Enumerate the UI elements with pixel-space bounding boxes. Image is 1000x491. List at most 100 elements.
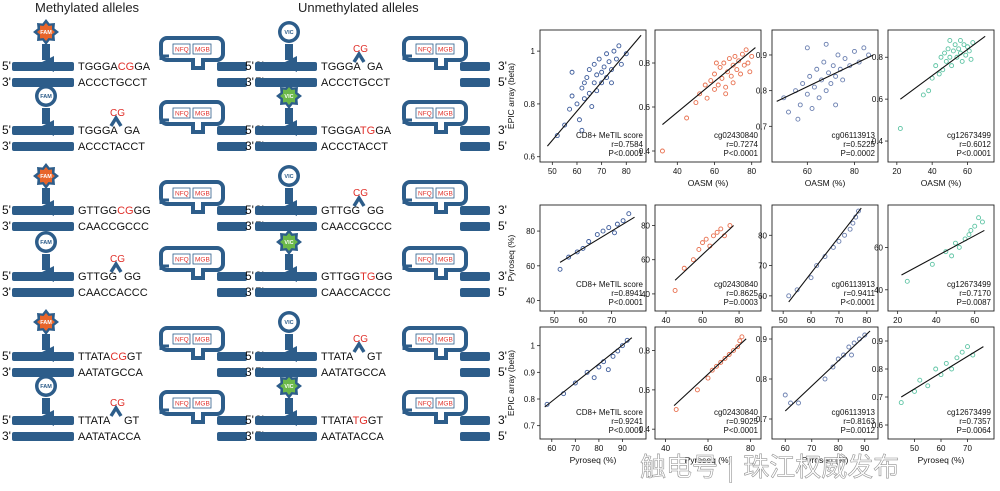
five-prime-label-right: 5' — [498, 285, 507, 299]
scatter-plot-7: 50 60 70 80 60 70 80 cg06113913r=0.9411P<0.0001… — [758, 204, 879, 337]
three-prime-label: 3' — [2, 139, 11, 153]
data-point — [700, 240, 705, 246]
template-strand-bottom — [255, 288, 317, 297]
cg-site-label: CG — [353, 334, 368, 345]
data-point — [574, 249, 580, 255]
y-tick-label: 0.6 — [872, 421, 884, 430]
stat-annotation: r=0.8163 — [843, 417, 875, 426]
y-tick-label: 0.8 — [872, 365, 884, 374]
data-point — [830, 63, 836, 69]
probe-arrow — [38, 410, 54, 426]
quencher-box — [402, 390, 468, 424]
data-point — [828, 81, 834, 86]
five-prime-label: 5' — [245, 413, 254, 427]
probe-backbone — [402, 344, 412, 350]
three-prime-label-right: 3' — [498, 269, 507, 283]
stat-annotation: P=0.0002 — [841, 149, 876, 158]
probe-sequence-left: TGGGA — [321, 61, 361, 73]
template-strand-top-right — [460, 272, 490, 281]
probe-stem — [285, 108, 293, 124]
quencher-box — [402, 100, 468, 134]
template-strand-bottom — [12, 432, 74, 441]
probe-arrow — [38, 266, 54, 282]
mgb-tag — [435, 187, 455, 199]
stat-annotation: cg06113913 — [832, 131, 876, 140]
stat-annotation: P=0.0064 — [957, 426, 992, 435]
data-point — [936, 71, 942, 77]
nfq-label: NFQ — [175, 401, 189, 408]
data-point — [574, 101, 580, 107]
x-tick-label: 40 — [673, 167, 682, 176]
y-tick-label: 0.6 — [524, 153, 536, 162]
data-point — [711, 233, 716, 239]
fam-dye: FAM — [33, 163, 59, 189]
data-point — [949, 253, 955, 259]
target-sequence: CAACCGCCC — [321, 221, 392, 233]
probe-arrow — [281, 200, 297, 216]
mgb-label: MGB — [195, 257, 210, 264]
three-prime-label: 3' — [245, 285, 254, 299]
data-point — [620, 218, 626, 224]
regression-line — [901, 229, 985, 276]
nfq-label: NFQ — [175, 111, 189, 118]
five-prime-label: 5' — [245, 349, 254, 363]
data-point — [945, 46, 951, 52]
target-sequence: ACCCTACCT — [321, 141, 388, 153]
probe-backbone — [402, 198, 412, 204]
probe-row-1: 5'3'3'5'FAMNFQMGBTGGGACGGAACCCTGCCT5'3'3… — [2, 19, 507, 153]
data-point — [963, 52, 969, 58]
mismatch-bulge — [109, 260, 123, 273]
probe-arrow — [38, 56, 54, 72]
data-point — [800, 81, 806, 86]
x-tick-label: 60 — [781, 444, 790, 453]
x-tick-label: 70 — [963, 444, 972, 453]
template-strand-top-right — [460, 126, 490, 135]
stat-annotation: P<0.0001 — [609, 149, 644, 158]
data-point — [808, 275, 814, 281]
data-point — [739, 51, 745, 57]
data-point — [717, 64, 723, 70]
plot-frame — [654, 204, 762, 312]
data-point — [976, 215, 982, 221]
probe-backbone — [159, 118, 169, 124]
target-sequence: CAACCACCC — [78, 287, 148, 299]
data-point — [782, 392, 788, 398]
y-tick-label: 0.4 — [639, 425, 651, 434]
data-point — [581, 80, 587, 86]
data-point — [856, 208, 861, 214]
x-tick-label: 50 — [910, 444, 919, 453]
data-point — [589, 104, 595, 110]
nfq-tag — [415, 107, 434, 119]
nfq-tag — [415, 43, 434, 55]
y-tick-label: 0.8 — [524, 395, 536, 404]
mgb-label: MGB — [195, 191, 210, 198]
probe-arrow — [281, 120, 297, 136]
data-point — [609, 67, 614, 73]
data-point — [957, 38, 963, 43]
data-point — [623, 51, 629, 57]
x-tick-label: 60 — [803, 167, 812, 176]
data-point — [953, 240, 958, 246]
data-point — [816, 95, 822, 101]
data-point — [949, 63, 955, 69]
data-point — [841, 352, 846, 358]
nfq-label: NFQ — [175, 191, 189, 198]
probe-stem — [42, 254, 50, 270]
quencher-box — [402, 246, 468, 280]
data-point — [659, 148, 665, 154]
data-point — [584, 75, 590, 80]
probe-stem — [42, 334, 50, 350]
nfq-tag — [172, 333, 191, 345]
probe-arrow — [281, 410, 297, 426]
x-axis-label: Pyroseq (%) — [918, 455, 965, 465]
data-point — [835, 52, 841, 58]
probe-sequence-right: GA — [367, 61, 384, 73]
dye-label: VIC — [284, 384, 293, 390]
dye-label: FAM — [40, 320, 52, 326]
y-tick-label: 0.8 — [639, 347, 651, 356]
watermark: 触电号 | 珠江权威发布 — [640, 453, 899, 483]
data-point — [781, 95, 787, 101]
target-sequence: ACCCTGCCT — [321, 77, 390, 89]
x-axis-label: Pyroseq (%) — [685, 455, 732, 465]
